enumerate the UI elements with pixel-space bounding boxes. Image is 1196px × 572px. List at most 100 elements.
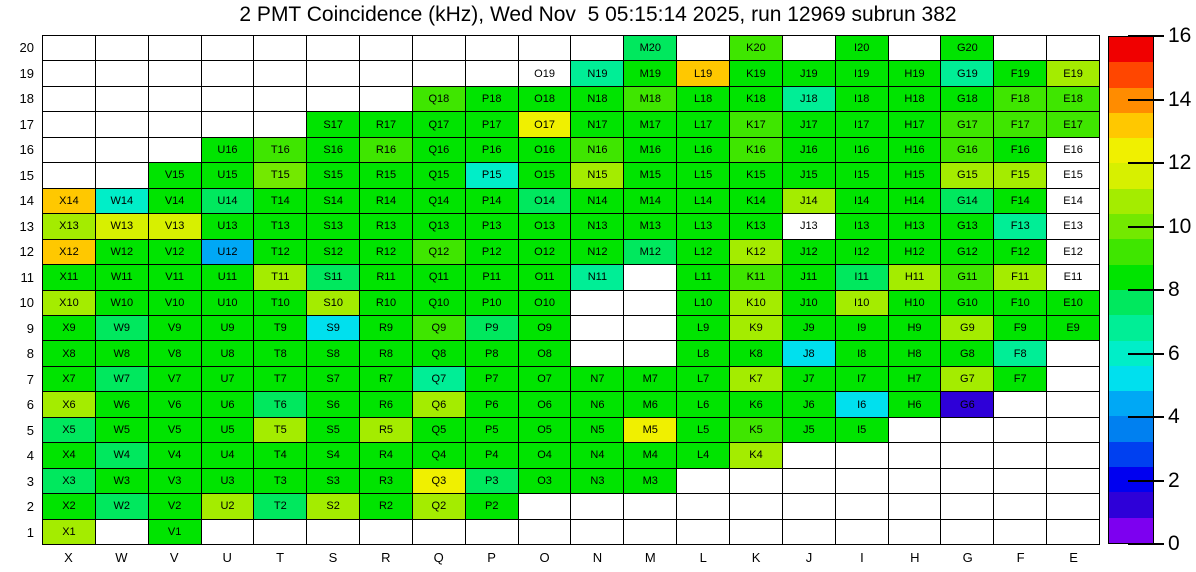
heatmap-cell [1047,519,1100,545]
heatmap-cell: Q6 [412,392,466,418]
heatmap-cell: U10 [201,290,255,316]
heatmap-cell [360,86,413,113]
y-axis-tick-label: 7 [26,371,34,387]
heatmap-cell: K20 [730,36,783,62]
heatmap-cell: S17 [307,112,361,138]
heatmap-cell [95,137,149,164]
heatmap-cell: T5 [254,417,308,444]
heatmap-cell: W11 [95,265,149,291]
heatmap-cell: M20 [624,36,678,62]
heatmap-cell: L5 [677,417,731,444]
heatmap-cell: H15 [888,163,942,189]
heatmap-cell: H18 [888,86,942,113]
x-axis-tick-label: U [222,550,232,565]
colorbar-tick-label: 10 [1168,214,1192,238]
heatmap-cell: W14 [95,188,149,215]
heatmap-cell: F12 [994,239,1048,266]
heatmap-cell: X6 [43,392,96,418]
colorbar-tick-label: 4 [1168,405,1180,428]
heatmap-cell [782,519,836,545]
heatmap-cell: R3 [360,468,413,495]
heatmap-cell [782,494,836,520]
x-axis-tick-label: G [962,550,973,565]
heatmap-cell: L10 [677,290,731,316]
heatmap-cell: W9 [95,315,149,342]
heatmap-cell: S12 [307,239,361,266]
heatmap-cell: V11 [148,265,202,291]
heatmap-cell: P7 [465,366,519,393]
heatmap-cell: H6 [888,392,942,418]
heatmap-cell: U12 [201,239,255,266]
heatmap-cell [1047,392,1100,418]
heatmap-cell: O9 [518,315,572,342]
heatmap-cell: R13 [360,214,413,240]
heatmap-cell [1047,468,1100,495]
colorbar-tick-label: 2 [1168,468,1180,492]
x-axis-tick-label: K [751,550,761,565]
heatmap-cell: W12 [95,239,149,266]
heatmap-cell: R2 [360,494,413,520]
heatmap-cell [254,36,308,62]
heatmap-cell: W5 [95,417,149,444]
heatmap-cell [95,86,149,113]
heatmap-cell: R8 [360,341,413,367]
y-axis-tick-label: 5 [26,422,34,438]
heatmap-cell [148,61,202,87]
colorbar-tick [1128,98,1164,101]
heatmap-cell [730,494,783,520]
heatmap-cell: E9 [1047,315,1100,342]
heatmap-cell [254,86,308,113]
heatmap-cell: X2 [43,494,96,520]
heatmap-cell: T3 [254,468,308,495]
heatmap-cell: G11 [941,265,995,291]
colorbar-band [1109,365,1153,392]
heatmap-cell: P13 [465,214,519,240]
heatmap-cell [95,112,149,138]
heatmap-cell: T13 [254,214,308,240]
heatmap-cell [888,443,942,469]
heatmap-cell: G6 [941,392,995,418]
heatmap-cell: F15 [994,163,1048,189]
heatmap-cell: L16 [677,137,731,164]
heatmap-cell: G16 [941,137,995,164]
heatmap-cell [95,163,149,189]
heatmap-cell: S15 [307,163,361,189]
heatmap-cell: J13 [782,214,836,240]
heatmap-cell: T7 [254,366,308,393]
heatmap-cell: L7 [677,366,731,393]
heatmap-cell [43,112,96,138]
heatmap-cell: K9 [730,315,783,342]
heatmap-cell [624,290,678,316]
heatmap-cell [43,163,96,189]
heatmap-cell: Q2 [412,494,466,520]
heatmap-cell: U2 [201,494,255,520]
heatmap-cell: R9 [360,315,413,342]
heatmap-cell: L13 [677,214,731,240]
heatmap-cell [307,86,361,113]
heatmap-cell [254,112,308,138]
heatmap-cell: O18 [518,86,572,113]
heatmap-cell: L12 [677,239,731,266]
heatmap-cell [1047,366,1100,393]
heatmap-cell: S4 [307,443,361,469]
heatmap-cell [624,519,678,545]
heatmap-cell [360,61,413,87]
heatmap-cell: T10 [254,290,308,316]
heatmap-cell [307,61,361,87]
heatmap-cell: O11 [518,265,572,291]
heatmap-cell: Q9 [412,315,466,342]
heatmap-cell [730,468,783,495]
heatmap-cell: P14 [465,188,519,215]
heatmap-cell: N12 [571,239,625,266]
heatmap-cell: S10 [307,290,361,316]
x-axis-tick-label: R [381,550,391,565]
heatmap-cell: O16 [518,137,572,164]
heatmap-cell: U15 [201,163,255,189]
heatmap-cell: P6 [465,392,519,418]
heatmap-cell [888,494,942,520]
heatmap-cell: N13 [571,214,625,240]
heatmap-cell [782,36,836,62]
heatmap-cell [360,36,413,62]
heatmap-cell: G12 [941,239,995,266]
heatmap-cell [888,417,942,444]
